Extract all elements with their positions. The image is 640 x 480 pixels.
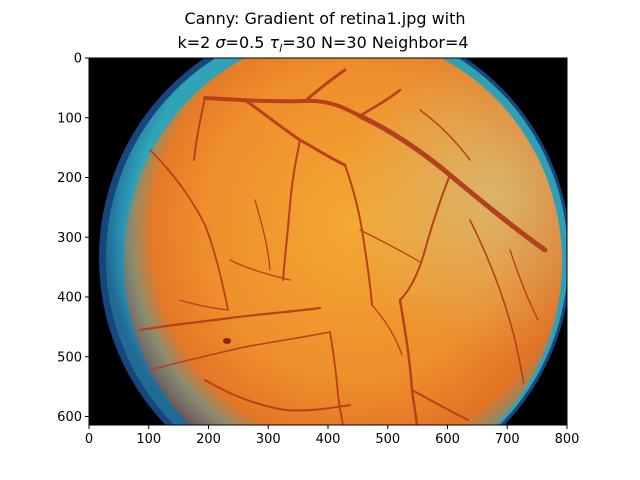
x-tick-label: 300 (256, 432, 281, 447)
x-tick-label: 700 (495, 432, 520, 447)
retina-image (89, 58, 567, 425)
y-tick-label: 500 (57, 350, 82, 365)
y-tick-label: 200 (57, 171, 82, 186)
x-tick-label: 100 (136, 432, 161, 447)
blood-vessels (138, 68, 548, 425)
y-tick-label: 0 (74, 52, 82, 67)
y-tick-label: 600 (57, 410, 82, 425)
y-tick-label: 400 (57, 291, 82, 306)
x-tick-label: 500 (375, 432, 400, 447)
x-tick-label: 400 (316, 432, 341, 447)
y-tick-label: 100 (57, 111, 82, 126)
x-tick-label: 600 (435, 432, 460, 447)
x-tick-label: 200 (196, 432, 221, 447)
y-tick-label: 300 (57, 231, 82, 246)
x-tick-label: 800 (555, 432, 580, 447)
y-axis: 0 100 200 300 400 500 600 (57, 52, 89, 425)
x-tick-label: 0 (85, 432, 93, 447)
x-axis: 0 100 200 300 400 500 600 700 800 (85, 425, 580, 447)
figure-title-line1: Canny: Gradient of retina1.jpg with (184, 9, 465, 28)
figure-title-line2: k=2 σ=0.5 τl=30 N=30 Neighbor=4 (177, 33, 468, 55)
